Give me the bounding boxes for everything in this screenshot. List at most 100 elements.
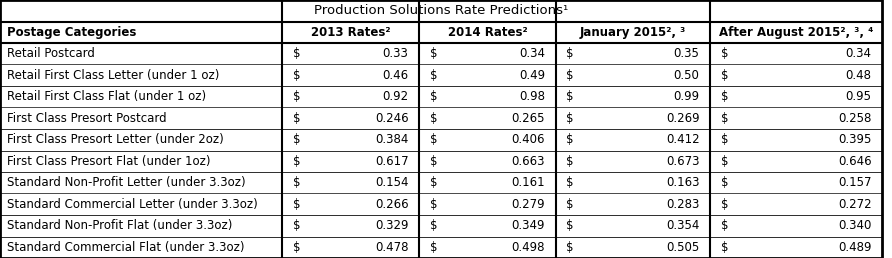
Bar: [710, 43, 882, 64]
Text: $: $: [430, 241, 437, 254]
Bar: [0, 86, 282, 108]
Text: $: $: [293, 69, 301, 82]
Text: 0.265: 0.265: [512, 112, 545, 125]
Text: 0.354: 0.354: [666, 219, 699, 232]
Text: First Class Presort Letter (under 2oz): First Class Presort Letter (under 2oz): [7, 133, 224, 146]
Text: $: $: [721, 198, 728, 211]
Text: Postage Categories: Postage Categories: [7, 26, 136, 39]
Text: $: $: [430, 133, 437, 146]
Bar: [556, 43, 710, 64]
Text: $: $: [293, 241, 301, 254]
Text: $: $: [721, 241, 728, 254]
Bar: [556, 215, 710, 237]
Text: 0.92: 0.92: [383, 90, 409, 103]
Bar: [710, 215, 882, 237]
Bar: [419, 172, 556, 194]
Bar: [282, 129, 419, 150]
Text: $: $: [721, 90, 728, 103]
Bar: [0, 215, 282, 237]
Bar: [282, 64, 419, 86]
Text: 0.384: 0.384: [376, 133, 409, 146]
Text: 0.673: 0.673: [666, 155, 699, 168]
Text: $: $: [566, 112, 574, 125]
Text: 0.34: 0.34: [519, 47, 545, 60]
Text: $: $: [721, 112, 728, 125]
Text: 0.412: 0.412: [666, 133, 699, 146]
Text: $: $: [430, 198, 437, 211]
Bar: [710, 108, 882, 129]
Text: 0.48: 0.48: [846, 69, 871, 82]
Text: 0.498: 0.498: [512, 241, 545, 254]
Bar: [556, 86, 710, 108]
Text: After August 2015², ³, ⁴: After August 2015², ³, ⁴: [719, 26, 873, 39]
Text: Standard Commercial Flat (under 3.3oz): Standard Commercial Flat (under 3.3oz): [7, 241, 244, 254]
Bar: [710, 129, 882, 150]
Text: $: $: [293, 112, 301, 125]
Text: 2014 Rates²: 2014 Rates²: [448, 26, 527, 39]
Text: $: $: [293, 155, 301, 168]
Text: $: $: [293, 198, 301, 211]
Text: $: $: [566, 133, 574, 146]
Text: 0.95: 0.95: [846, 90, 871, 103]
Text: $: $: [721, 219, 728, 232]
Bar: [419, 215, 556, 237]
Text: First Class Presort Flat (under 1oz): First Class Presort Flat (under 1oz): [7, 155, 211, 168]
Bar: [0, 150, 282, 172]
Bar: [556, 150, 710, 172]
Bar: [710, 64, 882, 86]
Text: $: $: [721, 176, 728, 189]
Bar: [282, 86, 419, 108]
Bar: [0, 43, 282, 64]
Bar: [710, 237, 882, 258]
Bar: [282, 108, 419, 129]
Bar: [419, 21, 556, 43]
Bar: [556, 108, 710, 129]
Text: $: $: [293, 176, 301, 189]
Text: Production Solutions Rate Predictions¹: Production Solutions Rate Predictions¹: [314, 4, 568, 17]
Text: 0.33: 0.33: [383, 47, 409, 60]
Bar: [556, 237, 710, 258]
Text: 0.99: 0.99: [673, 90, 699, 103]
Text: $: $: [566, 241, 574, 254]
Text: 0.50: 0.50: [673, 69, 699, 82]
Bar: [710, 21, 882, 43]
Bar: [0, 237, 282, 258]
Bar: [0, 64, 282, 86]
Bar: [282, 215, 419, 237]
Text: $: $: [293, 133, 301, 146]
Text: $: $: [721, 133, 728, 146]
Text: $: $: [566, 198, 574, 211]
Text: 0.246: 0.246: [375, 112, 409, 125]
Text: 0.489: 0.489: [838, 241, 871, 254]
Text: 2013 Rates²: 2013 Rates²: [311, 26, 391, 39]
Text: $: $: [566, 47, 574, 60]
Bar: [419, 86, 556, 108]
Text: Standard Commercial Letter (under 3.3oz): Standard Commercial Letter (under 3.3oz): [7, 198, 258, 211]
Text: 0.279: 0.279: [512, 198, 545, 211]
Text: $: $: [566, 69, 574, 82]
Text: 0.269: 0.269: [666, 112, 699, 125]
Text: $: $: [430, 69, 437, 82]
Bar: [419, 64, 556, 86]
Bar: [0, 194, 282, 215]
Text: 0.272: 0.272: [838, 198, 871, 211]
Text: 0.646: 0.646: [838, 155, 871, 168]
Text: $: $: [721, 47, 728, 60]
Text: 0.49: 0.49: [519, 69, 545, 82]
Text: First Class Presort Postcard: First Class Presort Postcard: [7, 112, 167, 125]
Text: $: $: [430, 219, 437, 232]
Bar: [0, 172, 282, 194]
Text: 0.349: 0.349: [512, 219, 545, 232]
Text: 0.340: 0.340: [838, 219, 871, 232]
Text: January 2015², ³: January 2015², ³: [580, 26, 686, 39]
Text: 0.266: 0.266: [375, 198, 409, 211]
Bar: [710, 86, 882, 108]
Text: 0.663: 0.663: [512, 155, 545, 168]
Text: $: $: [430, 90, 437, 103]
Text: $: $: [430, 176, 437, 189]
Bar: [282, 194, 419, 215]
Text: 0.161: 0.161: [512, 176, 545, 189]
Text: Retail Postcard: Retail Postcard: [7, 47, 95, 60]
Bar: [419, 194, 556, 215]
Text: 0.35: 0.35: [673, 47, 699, 60]
